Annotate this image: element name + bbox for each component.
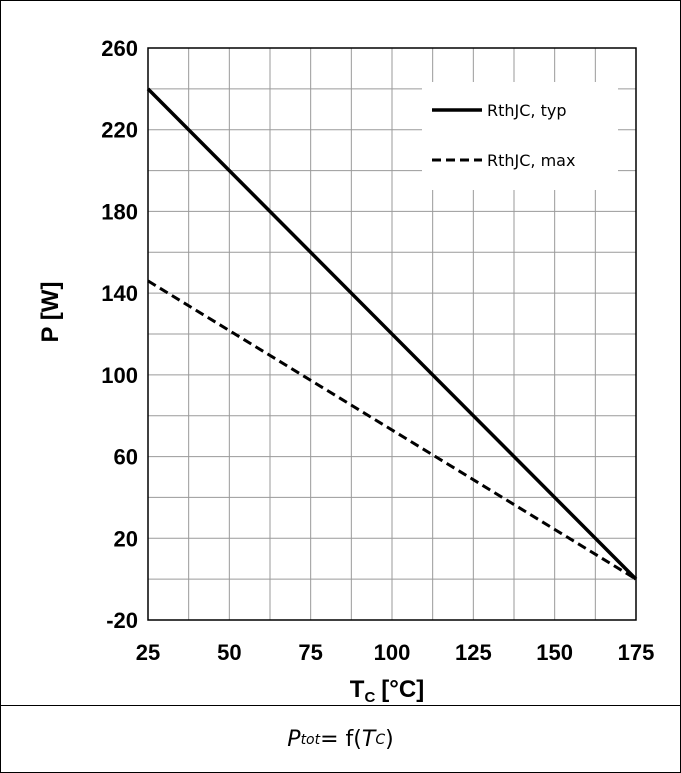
x-tick-labels: 25 50 75 100 125 150 175 (136, 640, 655, 665)
x-axis-title-main: T (350, 676, 365, 703)
x-tick-label: 125 (455, 640, 492, 665)
legend: RthJC, typ RthJC, max (422, 82, 618, 190)
y-tick-label: 100 (101, 363, 138, 388)
series-layer (146, 87, 638, 581)
y-tick-label: 180 (101, 199, 138, 224)
y-tick-label: -20 (106, 608, 138, 633)
caption-close: ) (385, 727, 394, 752)
x-axis-title: TC [°C] (350, 676, 424, 705)
plot-border (147, 47, 637, 621)
legend-label-typ: RthJC, typ (487, 101, 567, 120)
x-tick-label: 150 (536, 640, 573, 665)
caption-lhs-sub: tot (300, 731, 321, 748)
y-tick-label: 220 (101, 118, 138, 143)
y-tick-label: 140 (101, 281, 138, 306)
x-tick-label: 75 (298, 640, 322, 665)
caption-arg: T (361, 727, 376, 752)
x-tick-label: 25 (136, 640, 160, 665)
x-tick-label: 100 (374, 640, 411, 665)
y-tick-label: 260 (101, 36, 138, 61)
x-tick-label: 175 (618, 640, 655, 665)
caption-lhs: P (287, 727, 301, 752)
y-tick-label: 20 (114, 526, 138, 551)
series-line-max (147, 279, 637, 581)
x-axis-title-unit: [°C] (381, 676, 424, 703)
y-tick-label: 60 (114, 445, 138, 470)
series-line-typ (146, 87, 638, 581)
caption-arg-sub: C (375, 731, 386, 748)
x-tick-label: 50 (217, 640, 241, 665)
caption-divider (0, 705, 681, 706)
chart: -20 20 60 100 140 180 220 260 25 50 75 100 125 150 17… (37, 36, 655, 705)
caption-eq: = f( (320, 727, 362, 752)
x-axis-title-sub: C (364, 689, 375, 705)
y-axis-title: P [W] (37, 282, 64, 343)
legend-background (422, 82, 618, 190)
y-tick-labels: -20 20 60 100 140 180 220 260 (101, 36, 138, 633)
legend-label-max: RthJC, max (487, 151, 575, 170)
